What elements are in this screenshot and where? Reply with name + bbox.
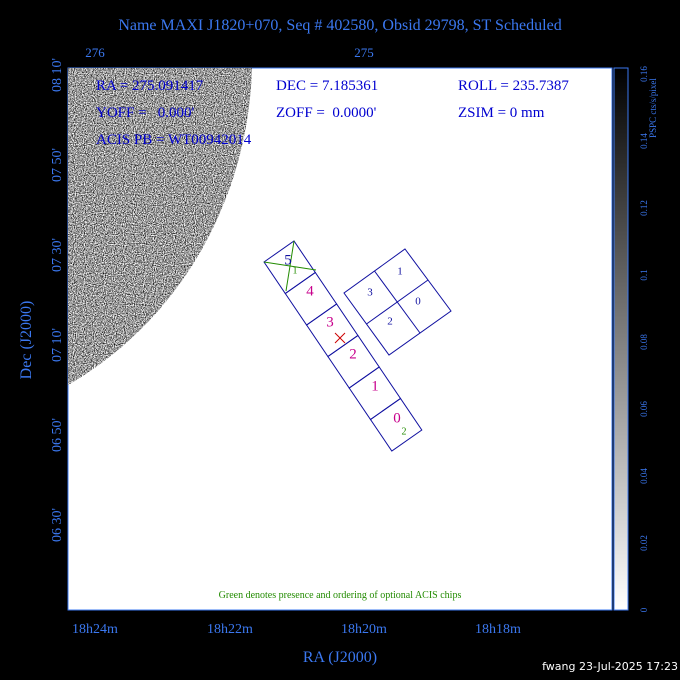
acis-i-label: 3 xyxy=(367,287,373,299)
colorbar-tick-label: 0.02 xyxy=(639,535,649,551)
acis-s-label: 3 xyxy=(326,314,334,330)
x-axis-title: RA (J2000) xyxy=(303,649,377,666)
top-tick-label: 276 xyxy=(85,45,105,60)
y-axis-title: Dec (J2000) xyxy=(18,301,35,380)
footer: fwang 23-Jul-2025 17:23 xyxy=(542,660,678,673)
y-tick-label: 07 10' xyxy=(50,328,65,362)
acis-i-label: 0 xyxy=(415,296,421,308)
x-tick-label: 18h24m xyxy=(72,622,118,637)
info-acis-pb: ACIS PB = WT00942014 xyxy=(96,132,252,148)
acis-s-label: 2 xyxy=(349,346,357,362)
acis-s-label: 4 xyxy=(306,283,314,299)
y-tick-label: 07 30' xyxy=(50,238,65,272)
info-roll: ROLL = 235.7387 xyxy=(458,78,569,94)
colorbar-tick-label: 0 xyxy=(639,607,649,612)
colorbar-tick-label: 0.14 xyxy=(639,133,649,149)
colorbar-tick-label: 0.04 xyxy=(639,468,649,484)
x-tick-label: 18h22m xyxy=(207,622,253,637)
markers xyxy=(263,240,346,344)
x-tick-label: 18h18m xyxy=(475,622,521,637)
y-tick-label: 08 10' xyxy=(50,58,65,92)
acis-i-label: 2 xyxy=(387,316,393,328)
colorbar-tick-label: 0.1 xyxy=(639,269,649,280)
colorbar-tick-label: 0.12 xyxy=(639,200,649,216)
acis-i-label: 1 xyxy=(397,266,403,278)
acis-s-label: 1 xyxy=(371,378,379,394)
note: Green denotes presence and ordering of o… xyxy=(219,590,462,601)
acis-s-label: 0 xyxy=(393,410,401,426)
y-tick-label: 06 50' xyxy=(50,418,65,452)
info-ra: RA = 275.091417 xyxy=(96,78,204,94)
colorbar xyxy=(613,67,629,611)
x-tick-label: 18h20m xyxy=(341,622,387,637)
top-tick-label: 275 xyxy=(354,45,374,60)
info-zoff: ZOFF = 0.0000' xyxy=(276,105,377,121)
optional-chip-label: 1 xyxy=(293,265,298,276)
optional-chip-label: 2 xyxy=(402,426,407,437)
colorbar-tick-label: 0.08 xyxy=(639,334,649,350)
info-zsim: ZSIM = 0 mm xyxy=(458,105,545,121)
colorbar-tick-label: 0.06 xyxy=(639,401,649,417)
acis-s-label: 5 xyxy=(284,252,292,268)
info-yoff: YOFF = 0.000' xyxy=(96,105,195,121)
colorbar-tick-label: 0.16 xyxy=(639,66,649,82)
y-tick-label: 06 30' xyxy=(50,508,65,542)
acis-i-array xyxy=(343,248,452,356)
acis-s-array xyxy=(263,240,423,452)
colorbar-title: PSPC cts/s/pixel xyxy=(648,78,658,138)
y-tick-label: 07 50' xyxy=(50,148,65,182)
title: Name MAXI J1820+070, Seq # 402580, Obsid… xyxy=(118,17,561,34)
acis-s-chip xyxy=(369,397,423,452)
info-dec: DEC = 7.185361 xyxy=(276,78,378,94)
